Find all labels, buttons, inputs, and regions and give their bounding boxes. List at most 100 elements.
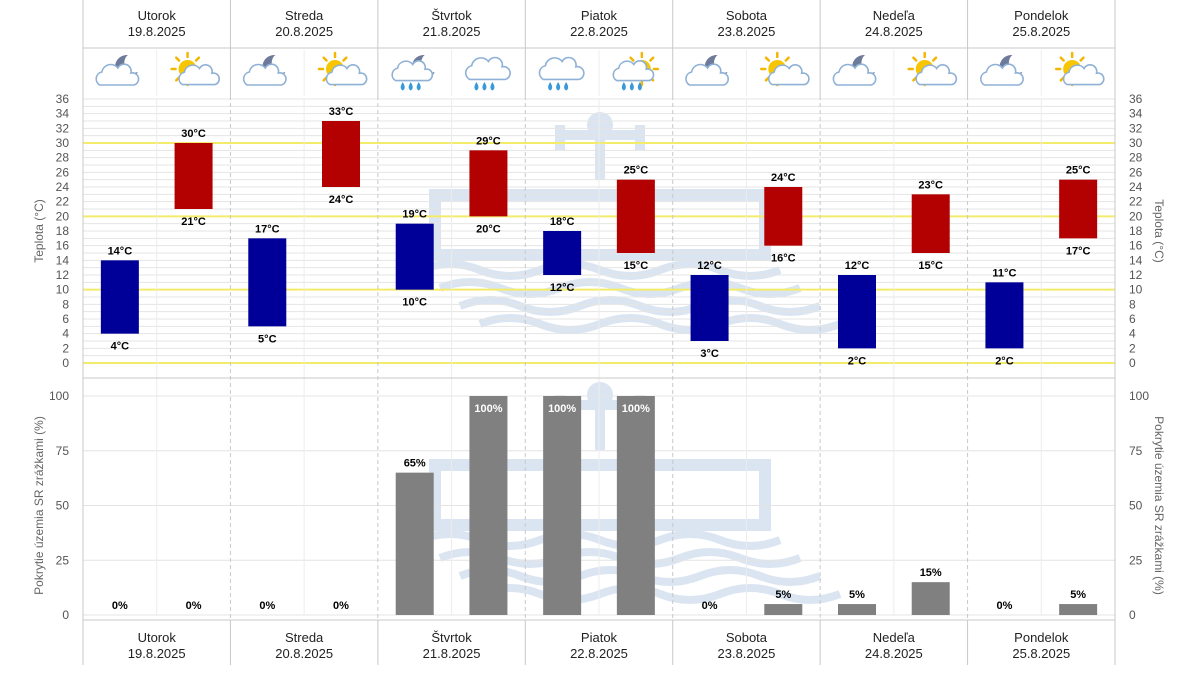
temp-tick-left: 30 bbox=[56, 136, 70, 150]
temp-tick-right: 12 bbox=[1129, 268, 1143, 282]
temp-max-label: 11°C bbox=[992, 267, 1016, 279]
temp-tick-right: 28 bbox=[1129, 151, 1143, 165]
precip-label: 0% bbox=[112, 600, 128, 612]
temp-tick-right: 8 bbox=[1129, 297, 1136, 311]
day-name-bottom: Štvrtok bbox=[431, 630, 472, 645]
temp-max-label: 17°C bbox=[255, 223, 280, 235]
temp-tick-right: 6 bbox=[1129, 312, 1136, 326]
day-date-bottom: 23.8.2025 bbox=[718, 646, 776, 661]
precip-tick-left: 0 bbox=[62, 608, 69, 622]
temp-tick-right: 20 bbox=[1129, 209, 1143, 223]
day-date-bottom: 19.8.2025 bbox=[128, 646, 186, 661]
temp-max-label: 25°C bbox=[624, 165, 649, 177]
temp-min-label: 12°C bbox=[550, 282, 575, 294]
temp-tick-right: 18 bbox=[1129, 224, 1143, 238]
night-partly-cloudy-icon bbox=[95, 54, 140, 86]
temp-tick-left: 14 bbox=[56, 253, 70, 267]
day-date-bottom: 21.8.2025 bbox=[423, 646, 481, 661]
precip-label: 15% bbox=[920, 567, 942, 579]
temp-min-label: 16°C bbox=[771, 253, 796, 265]
precip-tick-right: 75 bbox=[1129, 444, 1143, 458]
day-partly-cloudy-icon bbox=[760, 51, 810, 87]
day-name-bottom: Utorok bbox=[138, 630, 177, 645]
precip-tick-left: 100 bbox=[49, 389, 69, 403]
temp-min-label: 24°C bbox=[329, 194, 354, 206]
day-name-bottom: Piatok bbox=[581, 630, 618, 645]
day-name-top: Štvrtok bbox=[431, 8, 472, 23]
temp-tick-right: 34 bbox=[1129, 107, 1143, 121]
temp-tick-right: 30 bbox=[1129, 136, 1143, 150]
precip-tick-left: 25 bbox=[56, 553, 70, 567]
temp-max-label: 23°C bbox=[918, 179, 943, 191]
precip-label: 0% bbox=[996, 600, 1012, 612]
temp-tick-left: 34 bbox=[56, 107, 70, 121]
temp-min-label: 15°C bbox=[624, 260, 649, 272]
temp-max-label: 19°C bbox=[402, 209, 427, 221]
precip-bar bbox=[616, 396, 655, 615]
temp-day-bar bbox=[322, 121, 360, 187]
day-date-top: 23.8.2025 bbox=[718, 24, 776, 39]
temp-tick-right: 4 bbox=[1129, 327, 1136, 341]
temp-max-label: 29°C bbox=[476, 135, 501, 147]
night-partly-cloudy-icon bbox=[980, 54, 1024, 86]
day-name-bottom: Nedeľa bbox=[873, 630, 916, 645]
temp-day-bar bbox=[616, 179, 655, 253]
day-date-top: 19.8.2025 bbox=[128, 24, 186, 39]
day-date-bottom: 24.8.2025 bbox=[865, 646, 923, 661]
temp-tick-left: 32 bbox=[56, 121, 70, 135]
temp-axis-title-left: Teplota (°C) bbox=[32, 199, 46, 263]
temp-night-bar bbox=[838, 275, 876, 349]
precip-bar bbox=[911, 582, 950, 615]
temp-max-label: 18°C bbox=[550, 216, 575, 228]
temp-night-bar bbox=[543, 231, 582, 275]
temp-tick-left: 12 bbox=[56, 268, 70, 282]
precip-tick-left: 75 bbox=[56, 444, 70, 458]
temp-tick-left: 4 bbox=[62, 327, 69, 341]
temp-tick-left: 18 bbox=[56, 224, 70, 238]
day-name-top: Nedeľa bbox=[873, 8, 916, 23]
night-partly-cloudy-icon bbox=[832, 54, 877, 86]
temp-tick-left: 24 bbox=[56, 180, 70, 194]
temp-tick-left: 8 bbox=[62, 297, 69, 311]
temp-tick-left: 20 bbox=[56, 209, 70, 223]
precip-bar bbox=[543, 396, 582, 615]
temp-min-label: 20°C bbox=[476, 223, 501, 235]
precip-label: 5% bbox=[775, 589, 791, 601]
night-cloudy-drizzle-icon bbox=[391, 54, 435, 91]
day-name-top: Utorok bbox=[138, 8, 177, 23]
precip-label: 100% bbox=[548, 403, 576, 415]
temp-tick-right: 10 bbox=[1129, 283, 1143, 297]
precip-label: 0% bbox=[259, 600, 275, 612]
day-date-bottom: 22.8.2025 bbox=[570, 646, 628, 661]
temp-day-bar bbox=[469, 150, 508, 217]
temp-max-label: 24°C bbox=[771, 172, 796, 184]
temp-night-bar bbox=[985, 282, 1024, 349]
day-date-bottom: 25.8.2025 bbox=[1012, 646, 1070, 661]
precip-tick-right: 0 bbox=[1129, 608, 1136, 622]
precip-axis-title-left: Pokrytie územia SR zrážkami (%) bbox=[32, 416, 46, 595]
temp-min-label: 4°C bbox=[111, 341, 130, 353]
day-name-bottom: Pondelok bbox=[1014, 630, 1069, 645]
rain-showers-icon bbox=[538, 56, 585, 91]
temp-max-label: 30°C bbox=[181, 128, 206, 140]
day-date-top: 20.8.2025 bbox=[275, 24, 333, 39]
precip-label: 5% bbox=[849, 589, 865, 601]
precip-tick-right: 25 bbox=[1129, 553, 1143, 567]
temp-day-bar bbox=[174, 143, 213, 209]
precip-label: 0% bbox=[186, 600, 202, 612]
temp-axis-title-right: Teplota (°C) bbox=[1152, 199, 1166, 263]
day-cloudy-drizzle-icon bbox=[612, 51, 660, 91]
temp-tick-left: 10 bbox=[56, 283, 70, 297]
temp-tick-right: 32 bbox=[1129, 121, 1143, 135]
day-partly-cloudy-icon bbox=[907, 51, 958, 87]
precip-tick-right: 50 bbox=[1129, 499, 1143, 513]
temp-tick-left: 22 bbox=[56, 195, 70, 209]
temp-tick-left: 2 bbox=[62, 341, 69, 355]
night-partly-cloudy-icon bbox=[242, 54, 287, 86]
day-name-bottom: Sobota bbox=[726, 630, 768, 645]
temp-max-label: 25°C bbox=[1066, 165, 1091, 177]
temp-day-bar bbox=[1059, 179, 1098, 239]
temp-tick-left: 16 bbox=[56, 239, 70, 253]
